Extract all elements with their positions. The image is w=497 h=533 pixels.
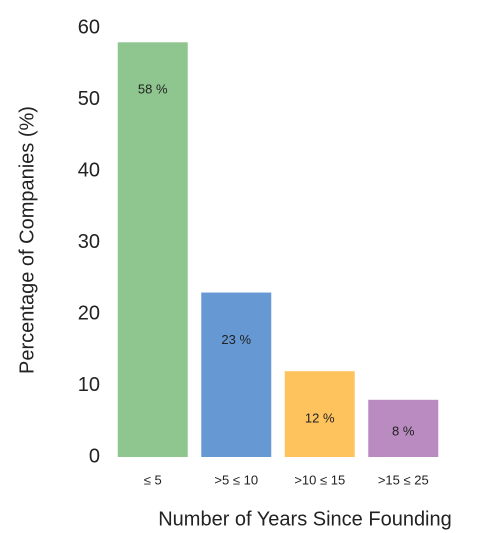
x-tick-label: >15 ≤ 25 [378,472,429,487]
bar [201,292,272,457]
bar [117,42,188,458]
data-label: 58 % [138,82,168,97]
y-tick-label: 20 [78,302,100,324]
x-axis-label: Number of Years Since Founding [158,508,452,530]
y-tick-label: 40 [78,159,100,181]
data-label: 12 % [305,411,335,426]
y-tick-label: 0 [89,445,100,467]
bar [284,371,355,457]
data-label: 8 % [392,423,415,438]
y-axis-label: Percentage of Companies (%) [16,106,38,374]
y-tick-label: 50 [78,88,100,110]
x-tick-label: >10 ≤ 15 [294,472,345,487]
bar [368,399,439,457]
y-tick-label: 10 [78,374,100,396]
x-tick-label: ≤ 5 [144,472,162,487]
data-label: 23 % [221,332,251,347]
y-tick-label: 60 [78,16,100,38]
x-tick-label: >5 ≤ 10 [214,472,258,487]
y-tick-label: 30 [78,231,100,253]
